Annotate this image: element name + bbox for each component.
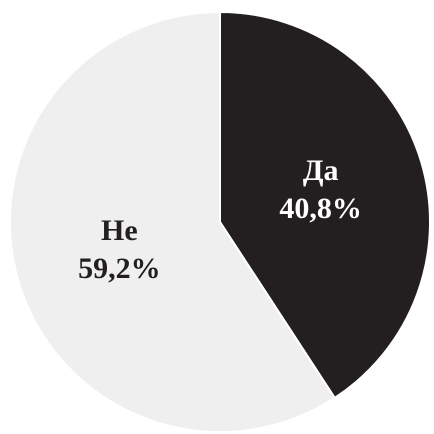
pie-slice <box>9 10 337 433</box>
slice-label: Не <box>101 214 138 247</box>
value-label: 59,2% <box>78 252 161 285</box>
slice-label: Да <box>303 154 339 187</box>
value-label: 40,8% <box>279 192 362 225</box>
